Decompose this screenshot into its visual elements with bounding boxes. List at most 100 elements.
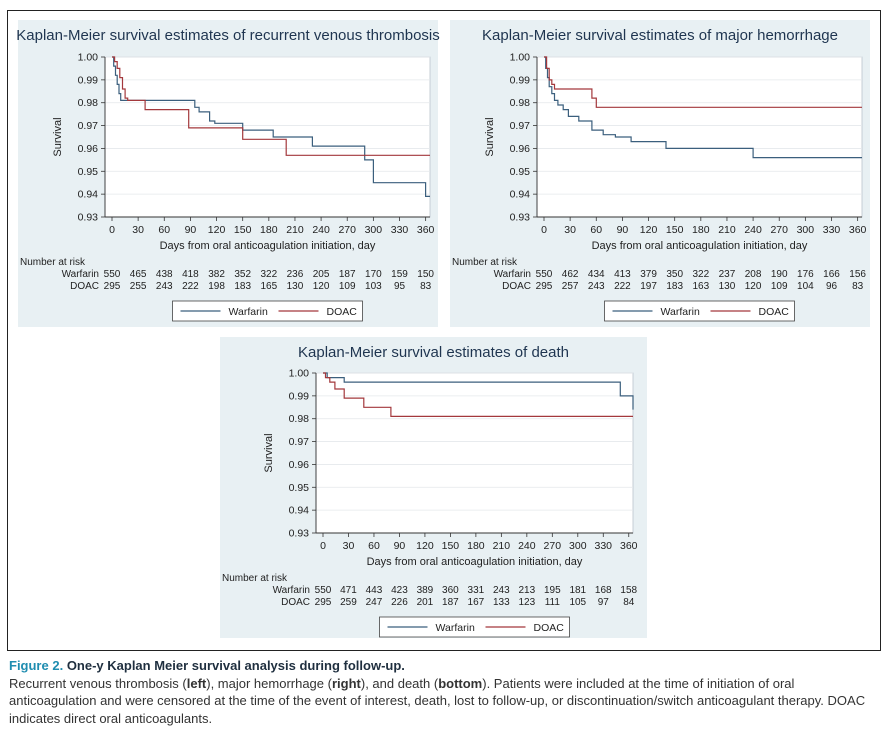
y-axis-label: Survival [263, 433, 275, 472]
x-tick-label: 60 [368, 540, 380, 552]
risk-count: 295 [104, 281, 121, 292]
risk-count: 130 [719, 281, 736, 292]
legend-label-doac: DOAC [759, 306, 790, 318]
x-tick-label: 360 [620, 540, 638, 552]
risk-count: 105 [569, 597, 586, 608]
risk-count: 104 [797, 281, 814, 292]
risk-count: 159 [391, 269, 408, 280]
y-tick-label: 0.94 [289, 505, 310, 517]
caption-bold-left: left [186, 675, 207, 691]
plot-area [315, 372, 634, 534]
risk-count: 322 [692, 269, 709, 280]
risk-table-title: Number at risk [452, 257, 518, 268]
risk-row-label: DOAC [502, 281, 531, 292]
x-tick-label: 120 [208, 224, 226, 236]
x-tick-label: 240 [518, 540, 536, 552]
x-tick-label: 0 [541, 224, 547, 236]
risk-count: 187 [442, 597, 459, 608]
y-tick-label: 0.96 [78, 143, 99, 155]
caption-bold-right: right [331, 675, 361, 691]
y-tick-label: 0.97 [78, 120, 99, 132]
x-tick-label: 120 [640, 224, 658, 236]
x-tick-label: 150 [442, 540, 460, 552]
risk-count: 201 [417, 597, 434, 608]
y-tick-label: 0.95 [78, 166, 99, 178]
x-tick-label: 210 [286, 224, 304, 236]
y-tick-label: 0.98 [289, 413, 310, 425]
risk-count: 150 [417, 269, 434, 280]
y-tick-label: 0.96 [289, 459, 310, 471]
risk-count: 163 [692, 281, 709, 292]
risk-count: 120 [745, 281, 762, 292]
risk-count: 443 [366, 585, 383, 596]
y-axis-label: Survival [52, 117, 64, 156]
risk-count: 236 [287, 269, 304, 280]
x-tick-label: 30 [343, 540, 355, 552]
risk-count: 465 [130, 269, 147, 280]
risk-count: 350 [666, 269, 683, 280]
risk-count: 96 [826, 281, 838, 292]
plot-area [104, 56, 431, 218]
x-tick-label: 60 [590, 224, 602, 236]
risk-count: 111 [545, 597, 561, 608]
legend-label-doac: DOAC [534, 622, 565, 634]
risk-row-label: Warfarin [494, 269, 531, 280]
x-tick-label: 90 [617, 224, 629, 236]
y-tick-label: 0.99 [78, 74, 99, 86]
risk-count: 83 [852, 281, 864, 292]
risk-count: 84 [623, 597, 635, 608]
risk-count: 198 [208, 281, 225, 292]
y-tick-label: 0.93 [78, 212, 99, 224]
risk-row-label: DOAC [70, 281, 99, 292]
risk-count: 156 [849, 269, 866, 280]
risk-count: 550 [536, 269, 553, 280]
chart-title: Kaplan-Meier survival estimates of recur… [16, 27, 440, 44]
risk-count: 183 [666, 281, 683, 292]
risk-count: 183 [234, 281, 251, 292]
legend-label-warfarin: Warfarin [436, 622, 475, 634]
y-tick-label: 0.94 [78, 189, 99, 201]
km-line-warfarin [323, 372, 634, 410]
legend-box [379, 616, 570, 638]
risk-count: 103 [365, 281, 382, 292]
risk-count: 130 [287, 281, 304, 292]
figure-frame [7, 10, 881, 651]
figure-description: Recurrent venous thrombosis (left), majo… [9, 675, 879, 728]
km-line-doac [544, 56, 862, 108]
risk-count: 322 [260, 269, 277, 280]
km-chart-hemorrhage: Kaplan-Meier survival estimates of major… [452, 27, 867, 322]
risk-count: 295 [536, 281, 553, 292]
chart-title: Kaplan-Meier survival estimates of major… [482, 27, 838, 44]
risk-count: 120 [313, 281, 330, 292]
y-tick-label: 0.98 [510, 97, 531, 109]
risk-count: 550 [104, 269, 121, 280]
x-tick-label: 60 [158, 224, 170, 236]
risk-count: 205 [313, 269, 330, 280]
x-tick-label: 270 [770, 224, 788, 236]
x-tick-label: 330 [391, 224, 409, 236]
risk-count: 331 [468, 585, 485, 596]
x-tick-label: 270 [544, 540, 562, 552]
y-tick-label: 0.95 [289, 482, 310, 494]
risk-count: 434 [588, 269, 605, 280]
risk-count: 97 [598, 597, 610, 608]
risk-table-title: Number at risk [222, 573, 288, 584]
y-tick-label: 0.94 [510, 189, 531, 201]
risk-count: 295 [315, 597, 332, 608]
risk-count: 243 [493, 585, 510, 596]
caption-bold-bottom: bottom [438, 675, 483, 691]
risk-count: 167 [468, 597, 485, 608]
y-tick-label: 1.00 [78, 52, 99, 64]
legend-box [604, 300, 795, 322]
risk-count: 379 [640, 269, 657, 280]
y-tick-label: 0.93 [289, 528, 310, 540]
y-tick-label: 1.00 [289, 368, 310, 380]
x-tick-label: 30 [132, 224, 144, 236]
risk-count: 259 [340, 597, 357, 608]
figure-title: One-y Kaplan Meier survival analysis dur… [66, 658, 405, 673]
risk-count: 255 [130, 281, 147, 292]
y-tick-label: 0.99 [510, 74, 531, 86]
x-tick-label: 150 [666, 224, 684, 236]
y-axis-label: Survival [484, 117, 496, 156]
risk-count: 133 [493, 597, 510, 608]
